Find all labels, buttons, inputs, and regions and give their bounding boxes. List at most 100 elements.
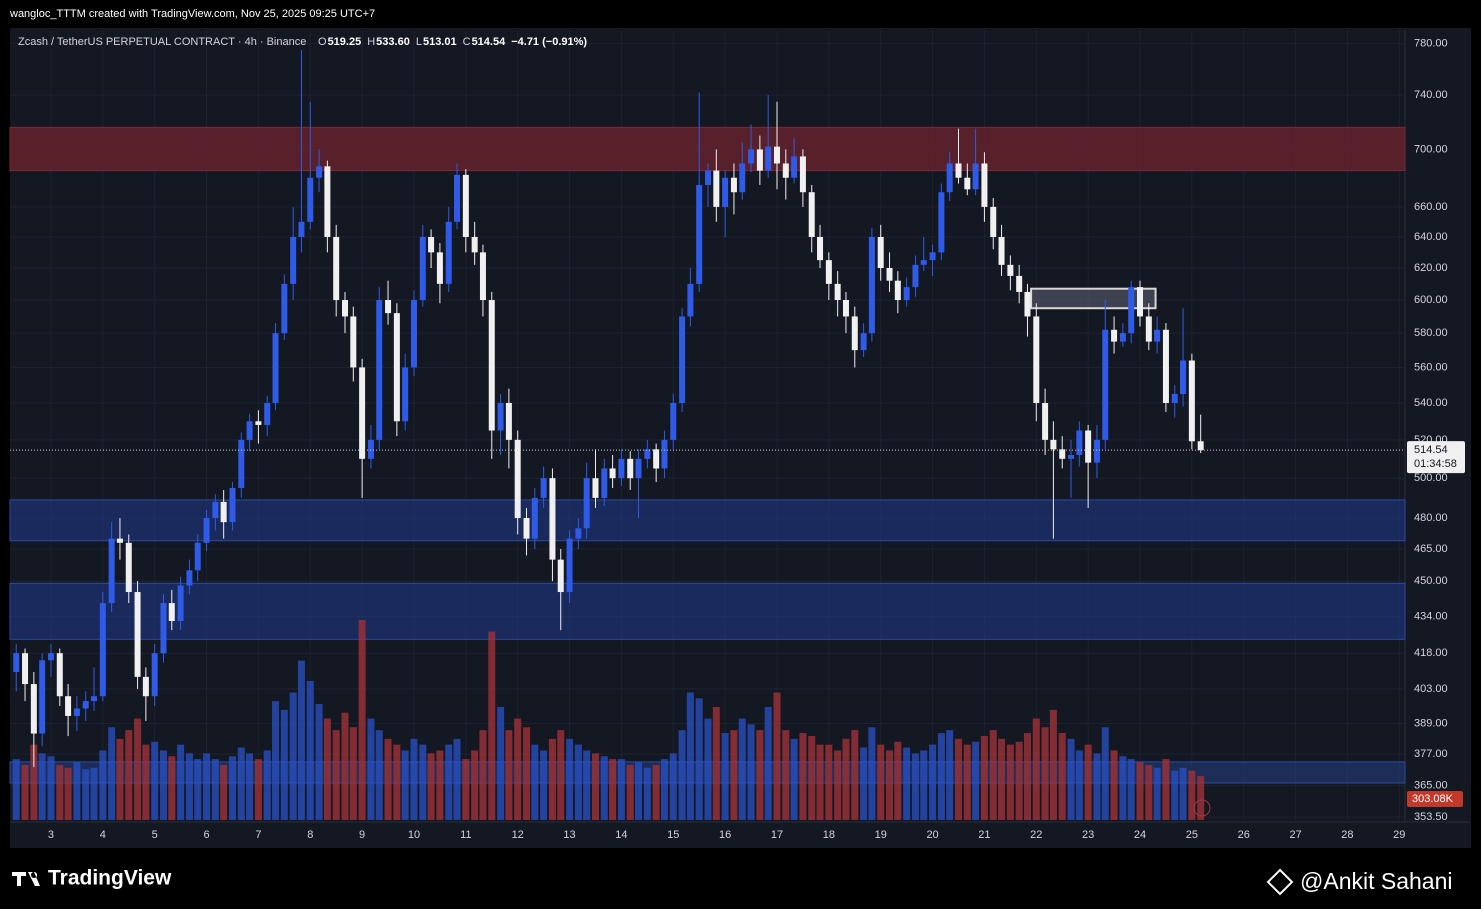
volume-bar [886,750,894,820]
volume-bar [401,750,409,820]
volume-bar [1067,738,1075,820]
volume-bar [730,730,738,820]
volume-bar [548,738,556,820]
legend-value: 533.60 [376,36,410,48]
candle-body [99,603,106,697]
candle-body [635,458,642,479]
volume-bar [272,701,280,820]
x-tick-label: 22 [1030,829,1042,841]
x-tick-label: 17 [771,829,783,841]
volume-bar [1179,767,1187,820]
volume-bar [591,753,599,820]
candle-body [1050,439,1057,450]
candle-body [47,653,54,661]
price-label: 514.54 [1414,444,1448,456]
candle-body [342,300,349,317]
candle-body [22,653,29,685]
candle-body [1093,439,1100,463]
top-strip [0,0,1481,28]
volume-bar [712,706,720,820]
candle-body [894,280,901,301]
volume-bar [583,750,591,820]
volume-bar [600,756,608,820]
volume-bar [816,744,824,820]
candle-body [557,559,564,593]
volume-bar [1188,770,1196,820]
candle-body [1059,449,1066,459]
volume-bar [497,706,505,820]
candle-body [730,177,737,193]
candle-body [1024,291,1031,317]
y-tick-label: 620.00 [1414,262,1448,274]
volume-bar [652,764,660,820]
candle-body [756,149,763,171]
candle-body [91,696,98,702]
volume-label-bg [1407,791,1463,807]
volume-bar [1136,762,1144,820]
x-tick-label: 21 [978,829,990,841]
volume-bar [263,750,271,820]
volume-bar [108,727,116,820]
y-tick-label: 450.00 [1414,575,1448,587]
volume-bar [12,759,20,820]
y-tick-label: 580.00 [1414,327,1448,339]
volume-bar [393,744,401,820]
volume-bar [1006,744,1014,820]
candle-body [151,653,158,697]
candle-body [238,439,245,488]
volume-bar [323,718,331,820]
volume-bar [1058,733,1066,820]
volume-bar [825,744,833,820]
volume-bar [860,747,868,820]
volume-bar [514,718,522,820]
candle-body [281,283,288,334]
candle-body [860,333,867,351]
candle-body [1171,393,1178,403]
x-tick-label: 27 [1289,829,1301,841]
volume-bar [1153,767,1161,820]
candle-body [65,696,72,716]
candle-body [929,252,936,261]
volume-bar [1049,709,1057,820]
candle-body [436,252,443,284]
candle-body [938,192,945,253]
volume-bar [1101,727,1109,820]
symbol: Zcash / TetherUS PERPETUAL CONTRACT · 4h… [18,36,306,48]
volume-bar [134,718,142,820]
volume-bar [341,712,349,820]
candle-body [471,236,478,253]
volume-bar [436,750,444,820]
volume-bar [1162,759,1170,820]
candle-body [531,497,538,539]
x-tick-label: 10 [408,829,420,841]
volume-bar [972,741,980,820]
y-tick-label: 377.00 [1414,748,1448,760]
x-tick-label: 13 [563,829,575,841]
candle-body [782,163,789,178]
candle-body [203,518,210,543]
volume-bar [21,764,29,820]
candle-body [212,501,219,519]
candle-body [1016,275,1023,292]
volume-bar [609,759,617,820]
volume-bar [30,744,38,820]
y-tick-label: 640.00 [1414,231,1448,243]
candle-body [696,184,703,284]
volume-bar [686,692,694,820]
y-tick-label: 353.50 [1414,811,1448,823]
volume-bar [635,762,643,820]
volume-bar [1075,750,1083,820]
candle-body [194,542,201,571]
y-tick-label: 780.00 [1414,38,1448,50]
legend-value: 513.01 [423,36,457,48]
volume-bar [203,753,211,820]
candle-body [1076,430,1083,456]
x-tick-label: 6 [203,829,209,841]
y-tick-label: 660.00 [1414,201,1448,213]
y-tick-label: 418.00 [1414,647,1448,659]
candle-body [462,174,469,237]
candle-body [808,192,815,237]
candle-body [799,156,806,193]
caption: wangloc_TTTM created with TradingView.co… [9,8,375,20]
